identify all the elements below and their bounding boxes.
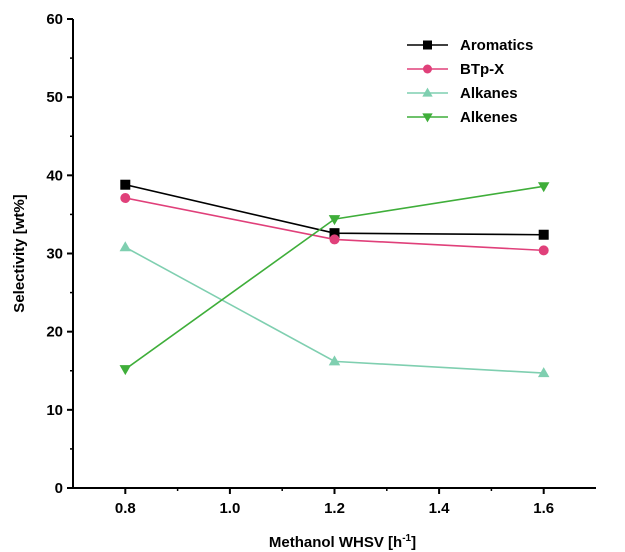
data-point bbox=[538, 245, 549, 256]
data-point bbox=[537, 182, 550, 193]
legend-item: BTp-X bbox=[407, 61, 504, 78]
x-axis-title: Methanol WHSV [h-1] bbox=[269, 533, 416, 551]
x-tick-label: 1.0 bbox=[219, 500, 240, 517]
data-point bbox=[537, 367, 550, 378]
data-point bbox=[329, 228, 340, 239]
y-axis-title: Selectivity [wt%] bbox=[11, 194, 28, 312]
x-axis-ticks: 0.8 1.0 1.2 1.4 1.6 bbox=[115, 488, 554, 517]
data-point bbox=[120, 179, 131, 190]
y-tick-label: 0 bbox=[55, 480, 63, 497]
y-tick-label: 50 bbox=[46, 89, 63, 106]
series-line bbox=[124, 246, 544, 374]
legend: Aromatics BTp-X Alkanes Alkenes bbox=[407, 37, 533, 126]
y-tick-label: 10 bbox=[46, 402, 63, 419]
y-tick-label: 20 bbox=[46, 324, 63, 341]
series-alkenes bbox=[119, 182, 550, 376]
legend-label: Alkanes bbox=[460, 85, 518, 102]
y-tick-label: 40 bbox=[46, 167, 63, 184]
legend-marker bbox=[422, 113, 433, 123]
series-alkanes bbox=[119, 241, 550, 378]
legend-label: BTp-X bbox=[460, 61, 504, 78]
data-point bbox=[328, 355, 341, 366]
x-tick-label: 0.8 bbox=[115, 500, 136, 517]
y-tick-label: 30 bbox=[46, 246, 63, 263]
x-axis-title-end: ] bbox=[411, 534, 416, 551]
y-tick-label: 60 bbox=[46, 11, 63, 28]
series-group bbox=[119, 179, 550, 378]
legend-item: Alkenes bbox=[407, 109, 518, 126]
series-aromatics bbox=[120, 179, 549, 240]
data-point bbox=[119, 241, 132, 252]
x-tick-label: 1.2 bbox=[324, 500, 345, 517]
series-btp-x bbox=[120, 193, 549, 256]
x-axis-title-main: Methanol WHSV [h bbox=[269, 534, 402, 551]
data-point bbox=[120, 193, 131, 204]
legend-item: Aromatics bbox=[407, 37, 533, 54]
legend-marker bbox=[423, 64, 432, 74]
x-axis-title-sup: -1 bbox=[402, 533, 411, 544]
data-point bbox=[328, 215, 341, 226]
plot-area: 0 10 20 30 40 50 60 0.8 1.0 1.2 1.4 1.6 bbox=[46, 11, 596, 517]
x-tick-label: 1.4 bbox=[429, 500, 451, 517]
data-point bbox=[119, 365, 132, 376]
series-line bbox=[124, 185, 544, 370]
x-tick-label: 1.6 bbox=[533, 500, 554, 517]
legend-label: Aromatics bbox=[460, 37, 533, 54]
legend-label: Alkenes bbox=[460, 109, 518, 126]
y-axis-ticks: 0 10 20 30 40 50 60 bbox=[46, 11, 73, 497]
data-point bbox=[329, 234, 340, 245]
legend-item: Alkanes bbox=[407, 85, 518, 102]
legend-marker bbox=[423, 40, 432, 50]
data-point bbox=[538, 229, 549, 240]
legend-marker bbox=[422, 87, 433, 97]
